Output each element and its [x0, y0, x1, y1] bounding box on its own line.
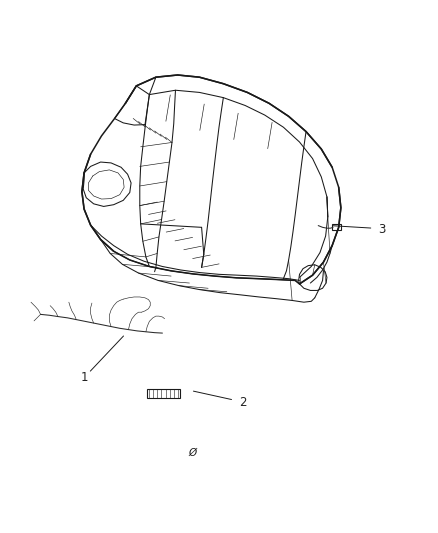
Text: 1: 1: [80, 371, 88, 384]
Bar: [147, 389, 180, 398]
Text: 3: 3: [378, 223, 386, 236]
Text: 2: 2: [239, 396, 247, 409]
Text: Ø: Ø: [189, 448, 197, 458]
Bar: [332, 224, 341, 230]
